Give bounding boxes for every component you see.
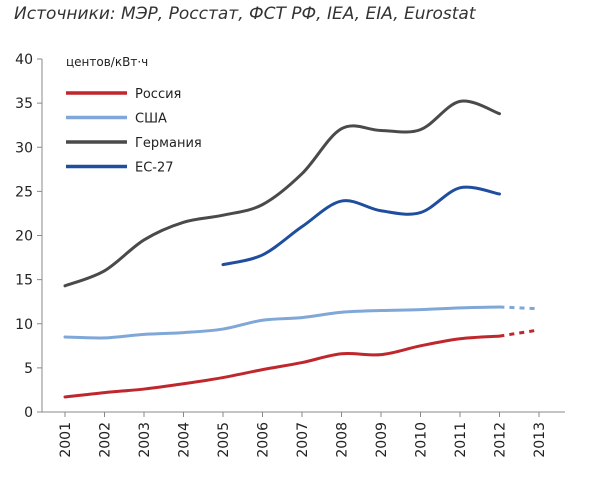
legend-label: Россия [135,87,181,102]
legend-label: ЕС-27 [135,161,174,176]
series-line [221,185,501,267]
x-tick-label: 2011 [453,422,469,458]
y-tick-label: 25 [15,184,33,200]
series-line [63,334,501,399]
series-projection-line [499,328,540,338]
chart-legend: Россия США Германия ЕС-27 [66,87,202,176]
series-line [63,99,501,288]
x-tick-label: 2009 [374,422,390,458]
y-tick-label: 35 [15,96,33,112]
x-tick-label: 2002 [98,422,114,458]
x-tick-label: 2012 [493,422,509,458]
source-note: Источники: МЭР, Росстат, ФСТ РФ, IEA, EI… [14,4,476,24]
x-tick-label: 2007 [295,422,311,458]
y-tick-label: 5 [24,361,33,377]
y-tick-label: 0 [24,405,33,421]
x-tick-label: 2013 [532,422,548,458]
x-tick-label: 2001 [58,422,74,458]
legend-label: США [135,112,167,127]
y-axis-unit-label: центов/кВт·ч [66,55,148,69]
y-tick-label: 10 [15,317,33,333]
y-tick-label: 20 [15,229,33,245]
y-tick-label: 30 [15,140,33,156]
y-tick-label: 15 [15,273,33,289]
x-tick-label: 2005 [216,422,232,458]
series-projection-line [499,305,540,311]
series-line [63,305,501,340]
x-tick-label: 2004 [177,422,193,458]
x-tick-label: 2006 [256,422,272,458]
x-tick-label: 2003 [137,422,153,458]
legend-label: Германия [135,136,202,151]
x-tick-label: 2008 [335,422,351,458]
y-tick-label: 40 [15,52,33,68]
x-tick-label: 2010 [414,422,430,458]
chart-axes: 0 5 10 15 20 25 30 35 40 2001 2002 2003 2004 2005 2006… [15,52,565,458]
chart-series [63,99,540,399]
